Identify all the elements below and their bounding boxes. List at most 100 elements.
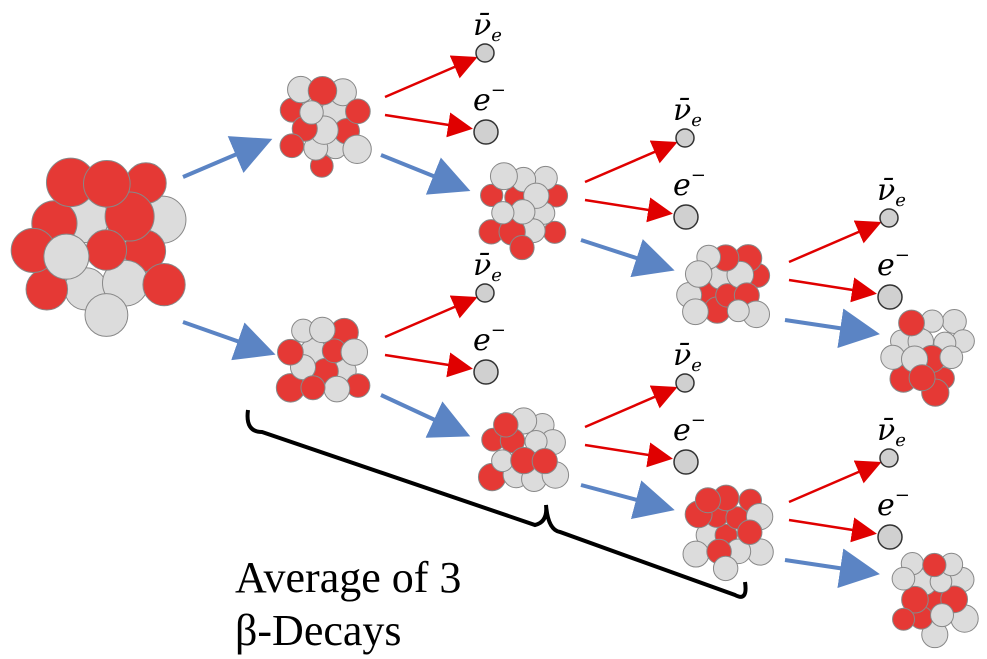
- nucleon: [685, 261, 711, 287]
- antineutrino-subscript: e: [691, 355, 702, 376]
- electron-superscript: −: [691, 410, 706, 431]
- nucleon: [324, 376, 350, 402]
- nucleon: [85, 294, 128, 337]
- nucleus: [881, 309, 975, 406]
- nucleus: [280, 76, 371, 177]
- electron-superscript: −: [895, 485, 910, 506]
- antineutrino: [476, 44, 494, 62]
- nucleus: [892, 553, 978, 648]
- emission-arrow: [789, 224, 877, 262]
- transition-arrow: [785, 560, 872, 573]
- nucleon: [490, 163, 517, 190]
- antineutrino: [676, 129, 694, 147]
- nucleon: [940, 346, 963, 369]
- antineutrino-label: ν̄e: [877, 413, 906, 451]
- emission-arrow: [789, 464, 877, 502]
- nucleon: [727, 300, 749, 322]
- electron-label: e−: [877, 245, 910, 283]
- transition-arrow: [581, 485, 667, 508]
- electron-superscript: −: [491, 80, 506, 101]
- electron-label: e−: [673, 410, 706, 448]
- emission-arrow: [585, 200, 668, 213]
- electron-symbol: e: [473, 83, 491, 118]
- electron-superscript: −: [491, 320, 506, 341]
- nucleus: [11, 158, 186, 336]
- nucleus: [683, 485, 773, 580]
- antineutrino: [476, 284, 494, 302]
- electron-symbol: e: [673, 168, 691, 203]
- nucleon: [892, 567, 915, 590]
- nucleon: [737, 520, 761, 544]
- nucleon: [301, 376, 325, 400]
- emission-arrow: [385, 299, 473, 337]
- electron: [878, 285, 902, 309]
- nucleon: [683, 541, 709, 567]
- nucleon: [280, 134, 304, 158]
- transition-arrow: [381, 155, 463, 188]
- antineutrino: [880, 209, 898, 227]
- nucleon: [346, 374, 370, 398]
- antineutrino-symbol: ν̄: [877, 413, 895, 448]
- nucleon: [532, 448, 557, 473]
- transition-arrow: [183, 322, 268, 352]
- electron: [674, 205, 698, 229]
- electron-symbol: e: [473, 323, 491, 358]
- electron-symbol: e: [673, 413, 691, 448]
- transition-arrow: [785, 320, 872, 333]
- emission-arrow: [789, 280, 872, 293]
- electron-symbol: e: [877, 248, 895, 283]
- nucleon: [695, 488, 720, 513]
- antineutrino-label: ν̄e: [877, 173, 906, 211]
- nucleon: [310, 317, 335, 342]
- transition-arrow: [381, 395, 463, 433]
- nucleon: [86, 230, 126, 270]
- antineutrino-label: ν̄e: [673, 338, 702, 376]
- emission-arrow: [585, 389, 673, 427]
- antineutrino-subscript: e: [691, 110, 702, 131]
- transition-arrow: [581, 240, 667, 268]
- nucleus: [479, 163, 568, 260]
- antineutrino-subscript: e: [491, 25, 502, 46]
- transition-arrow: [183, 142, 265, 177]
- antineutrino-symbol: ν̄: [877, 173, 895, 208]
- nucleon: [909, 365, 935, 391]
- nucleon: [346, 99, 371, 124]
- emission-arrow: [385, 355, 468, 368]
- antineutrino-label: ν̄e: [473, 8, 502, 46]
- electron-label: e−: [877, 485, 910, 523]
- electron: [878, 525, 902, 549]
- nucleon: [84, 160, 131, 207]
- antineutrino: [880, 449, 898, 467]
- nucleon: [44, 234, 89, 279]
- emission-arrow: [385, 59, 473, 97]
- nucleon: [492, 202, 514, 224]
- antineutrino-label: ν̄e: [473, 248, 502, 286]
- nucleon: [899, 310, 925, 336]
- antineutrino-subscript: e: [895, 190, 906, 211]
- nucleus: [478, 408, 568, 492]
- electron-label: e−: [673, 165, 706, 203]
- nucleon: [713, 556, 737, 580]
- electron: [674, 450, 698, 474]
- nucleon: [510, 236, 534, 260]
- electron-superscript: −: [691, 165, 706, 186]
- nucleon: [492, 450, 514, 472]
- antineutrino-symbol: ν̄: [473, 248, 491, 283]
- electron-label: e−: [473, 320, 506, 358]
- electron: [474, 360, 498, 384]
- nucleon: [494, 413, 518, 437]
- nucleon: [300, 101, 323, 124]
- antineutrino-symbol: ν̄: [673, 338, 691, 373]
- antineutrino-subscript: e: [491, 265, 502, 286]
- antineutrino-symbol: ν̄: [473, 8, 491, 43]
- nucleon: [341, 339, 367, 365]
- diagram-layer: ν̄ee−ν̄ee−ν̄ee−ν̄ee−ν̄ee−ν̄ee−: [11, 8, 978, 648]
- nucleon: [343, 135, 371, 163]
- nucleon: [931, 604, 954, 627]
- nucleon: [278, 339, 304, 365]
- antineutrino: [676, 374, 694, 392]
- nucleon: [683, 299, 709, 325]
- electron-label: e−: [473, 80, 506, 118]
- nucleus: [677, 245, 770, 328]
- nucleus: [276, 317, 370, 402]
